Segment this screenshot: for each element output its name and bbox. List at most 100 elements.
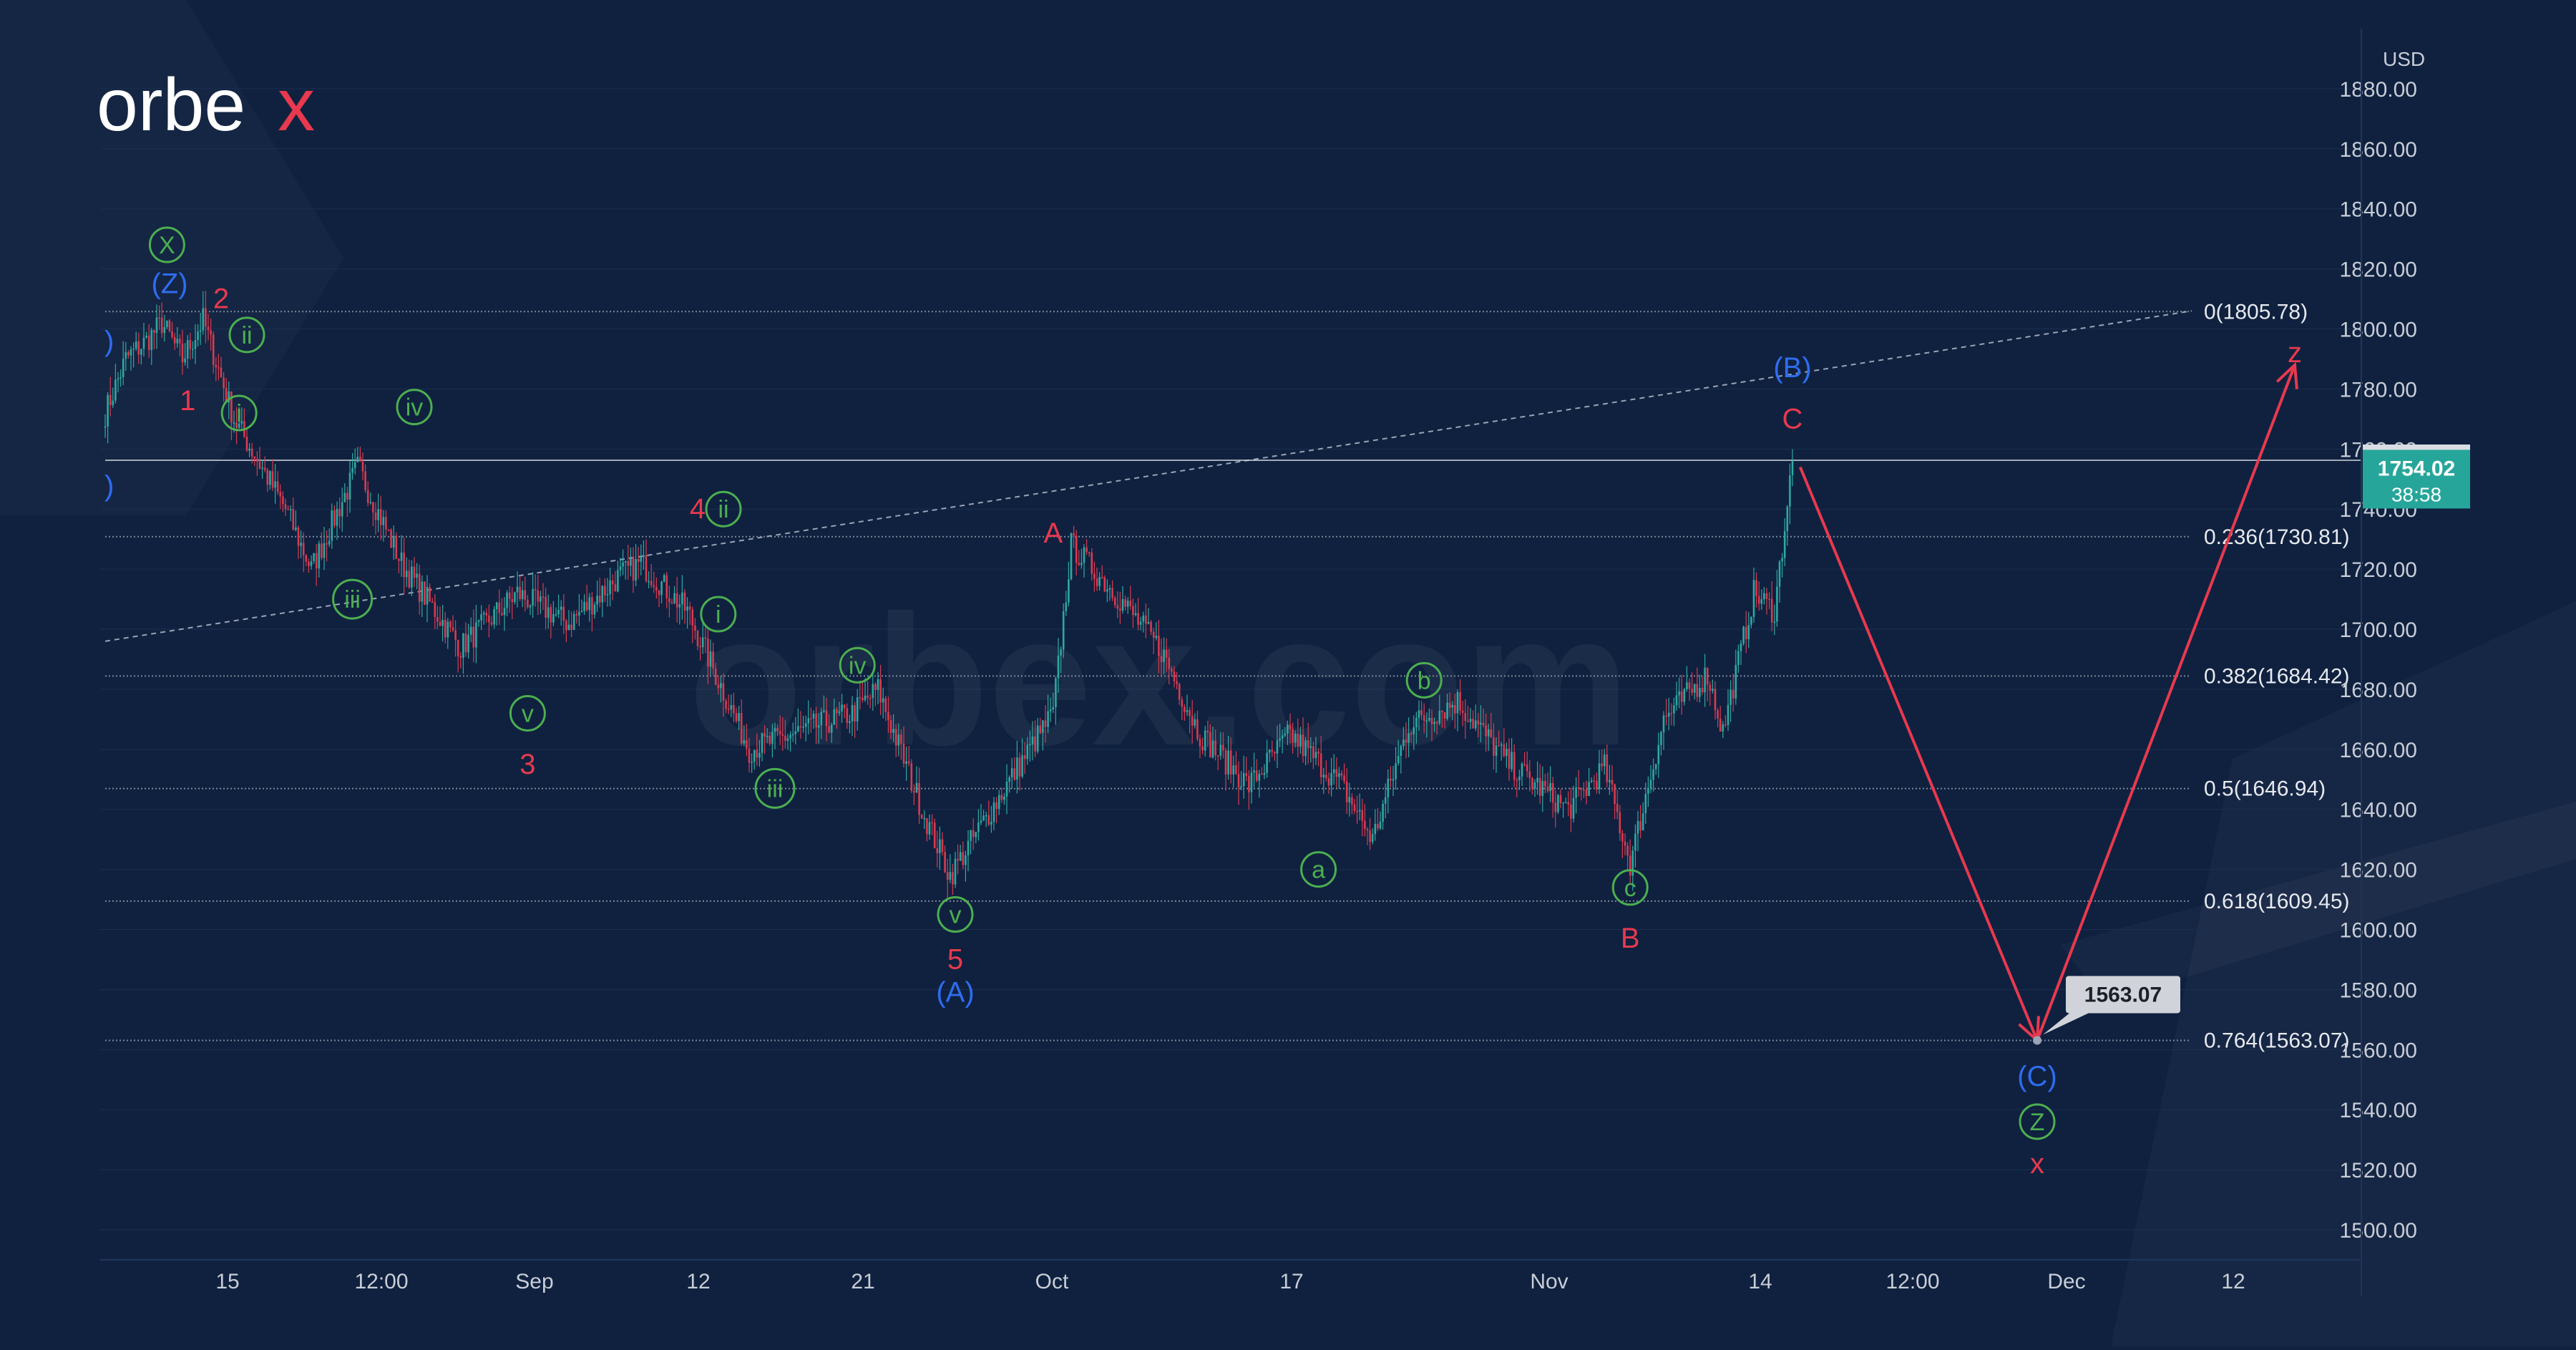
candle-body: [606, 594, 609, 596]
candle-body: [1387, 778, 1390, 797]
candle-body: [1523, 763, 1526, 765]
candle-body: [619, 566, 622, 570]
candle-body: [926, 818, 928, 835]
candle-body: [862, 698, 864, 700]
candle-body: [753, 749, 756, 762]
candle-body: [820, 712, 823, 726]
fib-label: 0.382(1684.42): [2204, 664, 2350, 688]
candle-body: [1601, 763, 1603, 767]
candle-body: [527, 599, 529, 608]
candle-body: [565, 621, 567, 631]
time-axis[interactable]: 15 12:00 Sep 12 21 Oct 17 Nov 14 12:00 Dec 12: [100, 1259, 2361, 1293]
candle-body: [1083, 547, 1085, 563]
candle-body: [1330, 772, 1332, 786]
candle-body: [1307, 740, 1309, 748]
trendline-dashed: [104, 310, 2192, 642]
wave-label: 3: [519, 749, 535, 780]
y-tick-label: 1800.00: [2340, 319, 2417, 342]
candle-body: [598, 596, 601, 603]
x-tick-label: Nov: [1530, 1270, 1568, 1293]
candle-body: [1021, 755, 1023, 777]
wave-label: iii: [344, 586, 361, 613]
candle-body: [1103, 577, 1106, 592]
candle-body: [1384, 797, 1387, 804]
candle-body: [1554, 802, 1557, 812]
candle-body: [1266, 752, 1268, 773]
candle-body: [913, 790, 915, 793]
candle-body: [302, 543, 305, 555]
candle-body: [240, 421, 243, 424]
candle-body: [1675, 695, 1678, 706]
candle-body: [1042, 720, 1044, 733]
candle-body: [1284, 733, 1287, 736]
candle-body: [823, 710, 825, 712]
candle-body: [245, 436, 248, 451]
candle-body: [643, 555, 645, 558]
candle-body: [318, 543, 321, 568]
candle-body: [1407, 733, 1410, 743]
candle-body: [1575, 787, 1577, 798]
current-price-text: 1754.02: [2378, 457, 2455, 480]
candle-body: [1377, 824, 1379, 829]
candle-body: [1294, 733, 1297, 743]
candle-body: [1626, 845, 1629, 856]
y-tick-label: 1780.00: [2340, 378, 2417, 402]
candle-body: [637, 559, 640, 563]
candle-body: [228, 391, 230, 403]
edge-mark: ): [104, 326, 114, 357]
candle-body: [1400, 746, 1402, 757]
logo-text: orbe: [97, 64, 245, 147]
candle-body: [1740, 643, 1742, 651]
candle-body: [694, 625, 696, 631]
candle-body: [348, 472, 351, 500]
candle-body: [377, 509, 379, 520]
candle-body: [379, 509, 382, 525]
candle-body: [1181, 699, 1184, 707]
candle-body: [1647, 787, 1649, 794]
candle-body: [686, 606, 688, 611]
candle-body: [1652, 769, 1654, 780]
candle-body: [292, 509, 295, 530]
candle-body: [794, 731, 797, 734]
candle-body: [1281, 735, 1284, 739]
candle-body: [130, 349, 132, 356]
candle-body: [897, 734, 900, 746]
candle-body: [1242, 773, 1245, 787]
candle-body: [1065, 602, 1068, 611]
wave-label: iv: [406, 394, 424, 422]
candle-body: [516, 586, 519, 593]
logo-x: x: [278, 64, 315, 147]
candle-body: [295, 527, 297, 530]
candle-body: [398, 558, 400, 561]
candle-body: [1549, 783, 1551, 792]
candle-body: [707, 638, 709, 667]
candle-body: [771, 732, 774, 744]
candle-body: [1789, 475, 1791, 507]
candle-body: [1508, 748, 1511, 769]
candle-body: [1184, 706, 1186, 712]
candle-body: [233, 422, 235, 424]
candle-body: [1034, 736, 1036, 752]
candle-body: [975, 832, 977, 837]
candle-body: [1521, 763, 1523, 777]
candle-body: [1435, 722, 1438, 724]
candle-body: [542, 596, 545, 598]
x-tick-label: 12:00: [354, 1270, 408, 1293]
candle-body: [712, 651, 714, 669]
candle-body: [1036, 725, 1039, 752]
x-tick-label: 12: [686, 1270, 710, 1293]
candle-body: [1454, 704, 1456, 714]
candle-body: [1765, 593, 1768, 599]
candle-body: [1683, 689, 1686, 702]
candle-body: [158, 317, 160, 319]
candle-body: [1080, 563, 1083, 565]
candle-body: [572, 613, 575, 630]
candle-body: [1390, 778, 1392, 781]
candle-body: [424, 581, 426, 605]
y-tick-label: 1720.00: [2340, 558, 2417, 582]
candle-body: [872, 684, 874, 699]
candle-body: [1747, 624, 1750, 640]
candle-body: [1379, 821, 1382, 829]
candle-body: [477, 620, 480, 623]
